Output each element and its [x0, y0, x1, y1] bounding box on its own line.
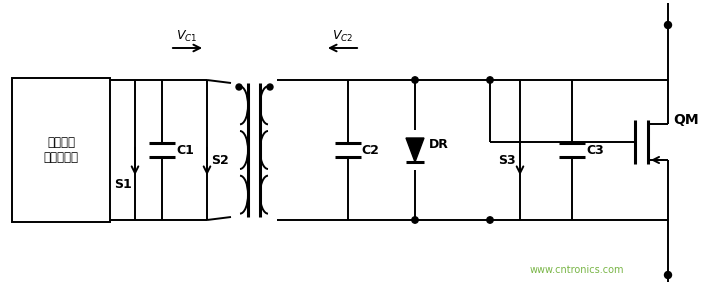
- Text: $V_{C1}$: $V_{C1}$: [176, 29, 198, 44]
- Circle shape: [412, 217, 419, 223]
- Text: C2: C2: [361, 144, 379, 156]
- Text: C1: C1: [176, 144, 194, 156]
- Circle shape: [665, 21, 672, 29]
- Text: S2: S2: [211, 154, 229, 166]
- Text: DR: DR: [429, 139, 449, 152]
- Text: S3: S3: [498, 154, 516, 166]
- Circle shape: [665, 272, 672, 278]
- Circle shape: [487, 217, 493, 223]
- Polygon shape: [406, 138, 424, 162]
- Text: 脉冲宽度
调制驱动器: 脉冲宽度 调制驱动器: [43, 136, 78, 164]
- Text: S1: S1: [114, 178, 132, 191]
- Circle shape: [267, 84, 273, 90]
- Text: QM: QM: [673, 113, 699, 127]
- Circle shape: [412, 77, 419, 83]
- Text: C3: C3: [586, 144, 604, 156]
- Text: www.cntronics.com: www.cntronics.com: [530, 265, 625, 275]
- Bar: [12, 78, 110, 222]
- Text: $V_{C2}$: $V_{C2}$: [332, 29, 354, 44]
- Circle shape: [236, 84, 242, 90]
- Circle shape: [487, 77, 493, 83]
